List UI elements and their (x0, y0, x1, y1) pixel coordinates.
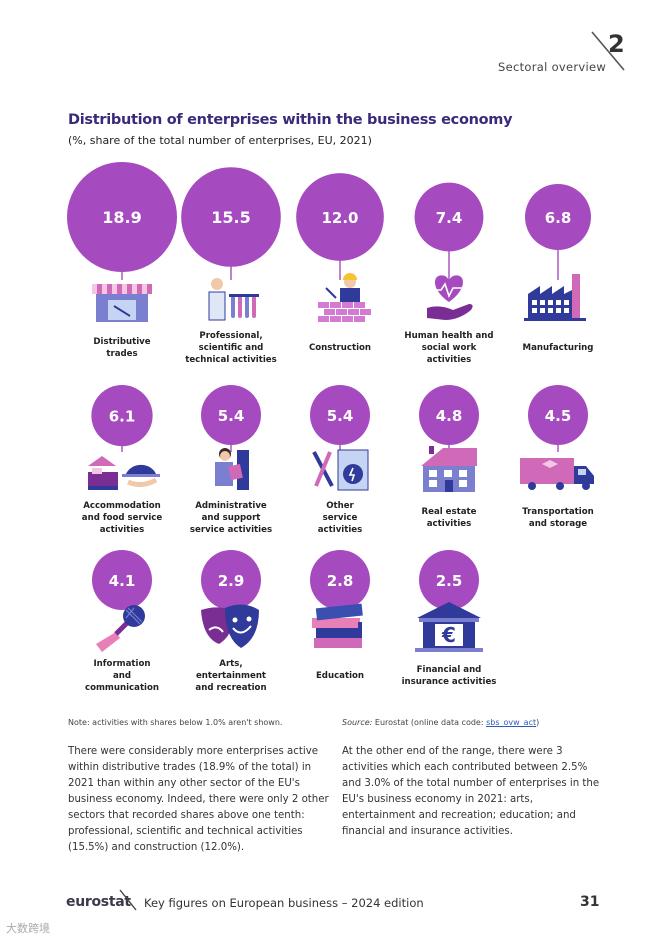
bubble-value-label: 2.5 (436, 572, 463, 590)
bubble (181, 167, 281, 267)
category-label: Human health and social work activities (404, 331, 493, 365)
bubble-item: 18.9 Distributive trades (67, 162, 177, 359)
bubble-value-label: 4.1 (109, 572, 136, 590)
bubble-item: 7.4 Human health and social work activities (404, 182, 494, 365)
bubble-value-label: 2.9 (218, 572, 245, 590)
bubble-item: 2.5 € Financial and insurance activities (402, 550, 497, 687)
bubble-item: 6.1 Accommodation and food service activiti… (82, 385, 163, 535)
bubble (296, 173, 384, 261)
repair-tools-icon (312, 449, 369, 491)
bubble-item: 2.9 Arts, entertainment and recreation (195, 550, 267, 693)
bubble-value-label: 7.4 (436, 209, 463, 227)
bubble-item: 4.1 Information and communication (85, 550, 159, 693)
bubble (528, 385, 588, 445)
bubble-value-label: 18.9 (102, 208, 141, 227)
bubble-item: 15.5 Professional, scientific and technical… (181, 167, 281, 365)
category-label: Education (316, 671, 364, 681)
bubble-item: 2.8 Education (310, 550, 370, 681)
chart-source: Source: Eurostat (online data code: sbs_… (342, 718, 539, 727)
shop-icon (92, 284, 152, 322)
chapter-title: Sectoral overview (498, 60, 607, 74)
chapter-slash-icon (591, 31, 625, 71)
hotel-bed-food-icon (88, 456, 160, 490)
paragraph-right: At the other end of the range, there wer… (342, 746, 600, 837)
chapter-number: 2 (608, 30, 625, 58)
bubble-value-label: 2.8 (327, 572, 354, 590)
bubble-item: 5.4 Other service activities (310, 385, 370, 535)
category-label: Manufacturing (523, 343, 594, 353)
bubble-value-label: 5.4 (327, 407, 354, 425)
bubble (419, 385, 479, 445)
bubble (201, 385, 261, 445)
construction-worker-icon (318, 273, 371, 322)
bubble-value-label: 4.8 (436, 407, 463, 425)
bubble-item: 4.8 Real estate activities (419, 385, 479, 529)
paragraph-left: There were considerably more enterprises… (68, 746, 329, 853)
category-label: Financial and insurance activities (402, 665, 497, 687)
bubble (310, 385, 370, 445)
source-text: Eurostat (online data code: (372, 718, 487, 727)
category-label: Accommodation and food service activities (82, 501, 163, 535)
bubble-value-label: 12.0 (321, 209, 358, 227)
chart-note: Note: activities with shares below 1.0% … (68, 718, 283, 727)
truck-icon (520, 458, 594, 490)
bubble (310, 550, 370, 610)
bubble (91, 385, 153, 447)
bubble-chart: 18.9 Distributive trades 15.5 Professional, s… (67, 162, 594, 693)
svg-text:€: € (441, 623, 456, 647)
bubble-value-label: 6.8 (545, 209, 572, 227)
factory-icon (524, 274, 586, 321)
bubble (414, 182, 484, 252)
category-label: Real estate activities (422, 507, 477, 529)
bubble (419, 550, 479, 610)
theatre-masks-icon (201, 604, 259, 648)
office-worker-icon (215, 448, 249, 490)
bubble-value-label: 15.5 (211, 208, 250, 227)
source-close: ) (536, 718, 540, 727)
footer-title: Key figures on European business – 2024 … (144, 896, 424, 910)
scientist-icon (208, 278, 259, 321)
chart-title: Distribution of enterprises within the b… (68, 112, 513, 128)
category-label: Arts, entertainment and recreation (195, 659, 266, 693)
bubble-value-label: 4.5 (545, 407, 572, 425)
house-icon (421, 446, 477, 492)
page-number: 31 (580, 894, 600, 910)
category-label: Professional, scientific and technical act… (185, 331, 277, 365)
books-icon (312, 603, 363, 648)
watermark: 大数跨境 (6, 922, 50, 935)
bubble-value-label: 5.4 (218, 407, 245, 425)
chart-subtitle: (%, share of the total number of enterpr… (68, 134, 372, 147)
bubble (92, 550, 152, 610)
bubble (201, 550, 261, 610)
bubble-item: 5.4 Administrative and support service acti… (190, 385, 272, 535)
bubble-item: 12.0 Construction (296, 173, 384, 353)
category-label: Distributive trades (93, 337, 150, 359)
bubble-value-label: 6.1 (109, 408, 136, 426)
category-label: Administrative and support service activit… (190, 501, 272, 535)
category-label: Other service activities (318, 501, 363, 535)
bubble-item: 4.5 Transportation and storage (520, 385, 594, 529)
bank-euro-icon: € (415, 602, 483, 652)
bubble-item: 6.8 Manufacturing (523, 184, 594, 353)
eurostat-logo: eurostat (66, 894, 131, 910)
bubble (525, 184, 591, 250)
bubble (67, 162, 177, 272)
category-label: Transportation and storage (522, 507, 593, 529)
category-label: Construction (309, 343, 371, 353)
microphone-icon (96, 605, 145, 652)
source-code-link[interactable]: sbs_ovw_act (486, 718, 537, 727)
heart-hand-icon (421, 275, 477, 320)
category-label: Information and communication (85, 659, 159, 693)
footer-slash-icon (119, 889, 137, 911)
source-label: Source: (342, 718, 373, 727)
